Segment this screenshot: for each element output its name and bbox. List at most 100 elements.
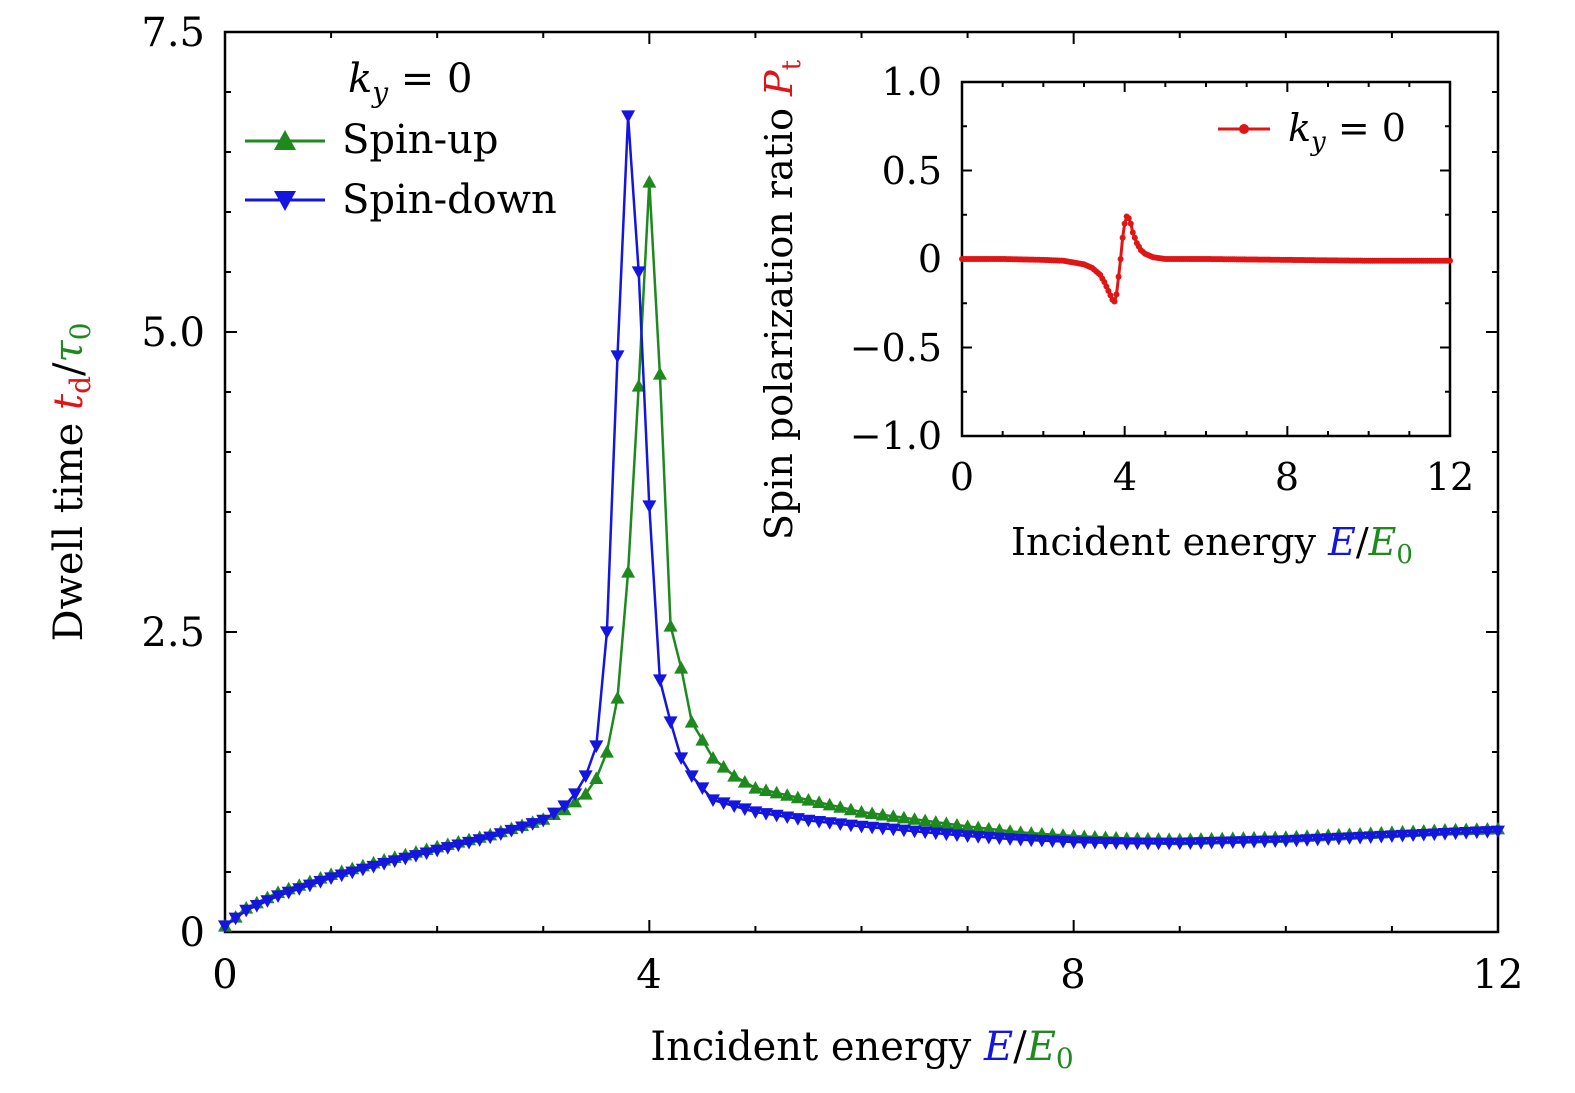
data-point-spin-up xyxy=(790,790,805,804)
data-point-spin-up xyxy=(928,815,943,828)
inset-x-tick-label: 8 xyxy=(1275,455,1299,499)
data-point-spin-down xyxy=(684,770,699,783)
main-y-tick-labels: 0 2.5 5.0 7.5 xyxy=(141,10,205,956)
data-point-spin-down xyxy=(1130,837,1145,851)
data-point-spin-up xyxy=(727,769,742,782)
data-point-spin-down xyxy=(589,740,604,753)
inset-legend-rest: = 0 xyxy=(1326,106,1406,150)
data-point-spin-down xyxy=(737,803,752,816)
data-point-spin-up xyxy=(992,823,1007,836)
inset-y-tick-label: −1.0 xyxy=(850,414,942,458)
legend-title-rest: = 0 xyxy=(388,56,472,102)
data-point-spin-up xyxy=(621,565,636,578)
main-y-tick-label: 7.5 xyxy=(141,10,205,56)
data-point-spin-up xyxy=(759,783,774,796)
inset-legend-k: k xyxy=(1288,106,1311,150)
main-legend: ky = 0 Spin-up Spin-down xyxy=(245,56,557,223)
data-point-spin-down xyxy=(1437,828,1452,841)
data-point-spin-down xyxy=(578,770,593,783)
inset-x-tick-labels: 0 4 8 12 xyxy=(950,455,1474,499)
inset-y-axis-label-text: Spin polarization ratio xyxy=(757,108,801,540)
inset-legend-marker xyxy=(1239,124,1249,134)
inset-x-label-E: E xyxy=(1327,520,1356,564)
data-point-spin-down xyxy=(1172,837,1187,851)
data-point-spin-up xyxy=(971,820,986,834)
data-point-spin-down xyxy=(992,832,1007,846)
legend-spin-down-marker xyxy=(274,191,296,211)
data-point-spin-up xyxy=(812,795,827,808)
data-point-spin-down xyxy=(1225,836,1240,849)
data-point-spin-down xyxy=(218,920,232,933)
data-point-spin-up xyxy=(865,806,880,820)
data-point-spin-down xyxy=(1469,826,1484,840)
data-point-spin-down xyxy=(1193,837,1208,850)
main-x-label-E: E xyxy=(983,1024,1013,1070)
main-x-tick-labels: 0 4 8 12 xyxy=(212,952,1523,998)
data-point-spin-up xyxy=(737,775,752,788)
main-ticks xyxy=(224,31,1499,933)
data-point-spin-up xyxy=(949,817,964,831)
inset-x-axis-label-text: Incident energy xyxy=(1011,520,1316,564)
data-point-spin-down xyxy=(1374,830,1389,844)
data-point-spin-down xyxy=(1278,835,1293,848)
data-point-spin-down xyxy=(546,807,561,821)
data-point-spin-down xyxy=(1459,827,1474,840)
data-point-spin-down xyxy=(472,834,487,847)
inset-y-label-P: P xyxy=(757,69,801,97)
data-point-spin-down xyxy=(833,818,848,831)
data-point-spin-down xyxy=(716,797,731,810)
data-point-spin-up xyxy=(769,785,784,799)
data-point-spin-down xyxy=(1395,829,1410,843)
data-point-spin-down xyxy=(928,827,943,841)
data-point-spin-down xyxy=(949,829,964,843)
data-point-spin-down xyxy=(228,912,243,926)
data-point-spin-down xyxy=(1491,825,1505,839)
data-point-spin-down xyxy=(918,826,933,840)
data-point-spin-down xyxy=(1215,836,1230,850)
inset-y-tick-label: 0.5 xyxy=(882,149,942,193)
legend-title-sub: y xyxy=(370,76,389,109)
main-y-label-tau: τ xyxy=(46,340,92,363)
data-point-spin-down xyxy=(1427,828,1442,842)
data-point-spin-down xyxy=(1448,827,1463,841)
data-point-k-y-0 xyxy=(1117,256,1124,262)
data-point-spin-down xyxy=(313,876,328,889)
data-point-spin-down xyxy=(355,863,370,877)
data-point-spin-down xyxy=(334,869,349,883)
data-point-k-y-0 xyxy=(1115,273,1122,280)
data-point-spin-down xyxy=(759,808,774,821)
data-point-spin-up xyxy=(886,809,901,822)
inset-y-tick-labels: −1.0 −0.5 0 0.5 1.0 xyxy=(850,60,942,458)
main-y-label-tau-sub: 0 xyxy=(64,323,97,341)
main-y-label-t-sub: d xyxy=(64,376,97,394)
data-point-spin-down xyxy=(1406,829,1421,843)
data-point-spin-down xyxy=(822,817,837,830)
data-point-spin-down xyxy=(1066,836,1081,849)
data-point-spin-down xyxy=(1151,837,1166,851)
main-series xyxy=(218,110,1505,933)
data-point-k-y-0 xyxy=(1447,257,1453,264)
data-point-spin-down xyxy=(525,818,540,831)
main-x-label-E0-sub: 0 xyxy=(1056,1042,1074,1075)
data-point-spin-up xyxy=(610,691,625,704)
data-point-spin-down xyxy=(748,806,763,819)
data-point-spin-down xyxy=(515,821,530,835)
main-x-tick-label: 4 xyxy=(636,952,661,998)
inset-y-tick-label: 1.0 xyxy=(882,60,942,104)
legend-spin-up-marker xyxy=(274,130,296,150)
data-point-spin-down xyxy=(1353,831,1368,845)
data-point-spin-up xyxy=(896,810,911,824)
data-point-spin-down xyxy=(939,828,954,842)
data-point-spin-up xyxy=(833,800,848,813)
data-point-k-y-0 xyxy=(1113,291,1120,298)
data-point-spin-down xyxy=(451,839,466,853)
data-point-spin-down xyxy=(1045,835,1060,849)
inset-legend: ky = 0 xyxy=(1218,106,1406,157)
data-point-spin-down xyxy=(493,828,508,841)
data-point-spin-down xyxy=(875,822,890,836)
inset-ticks xyxy=(961,81,1451,437)
data-point-spin-down xyxy=(1024,834,1039,848)
data-point-spin-down xyxy=(1109,837,1124,850)
legend-title-k: k xyxy=(348,56,372,102)
data-point-spin-down xyxy=(1162,837,1177,851)
